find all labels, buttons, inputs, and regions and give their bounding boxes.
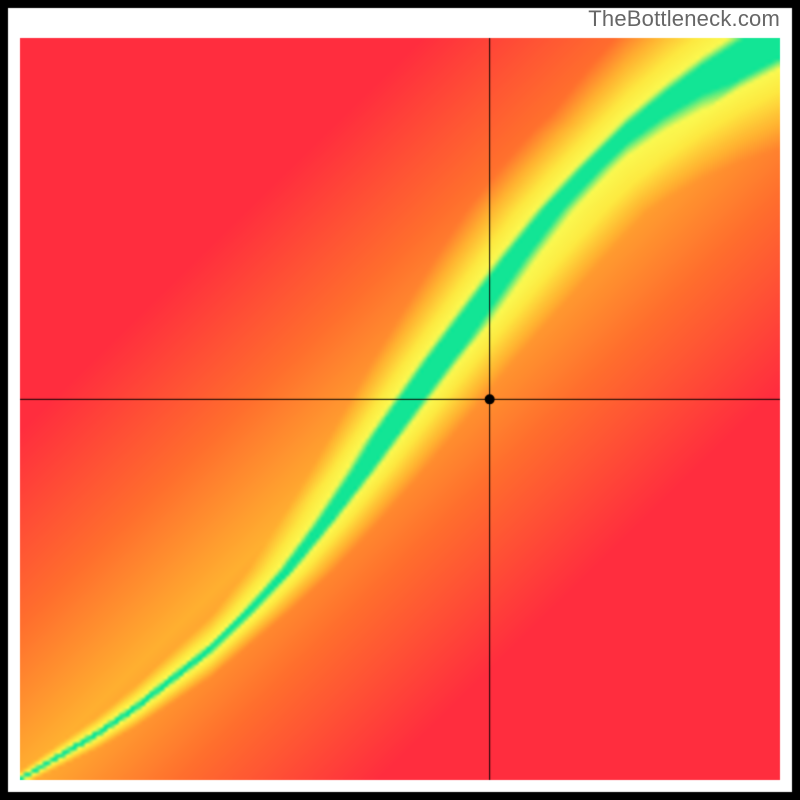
watermark-text: TheBottleneck.com <box>588 6 780 32</box>
bottleneck-heatmap-canvas <box>0 0 800 800</box>
